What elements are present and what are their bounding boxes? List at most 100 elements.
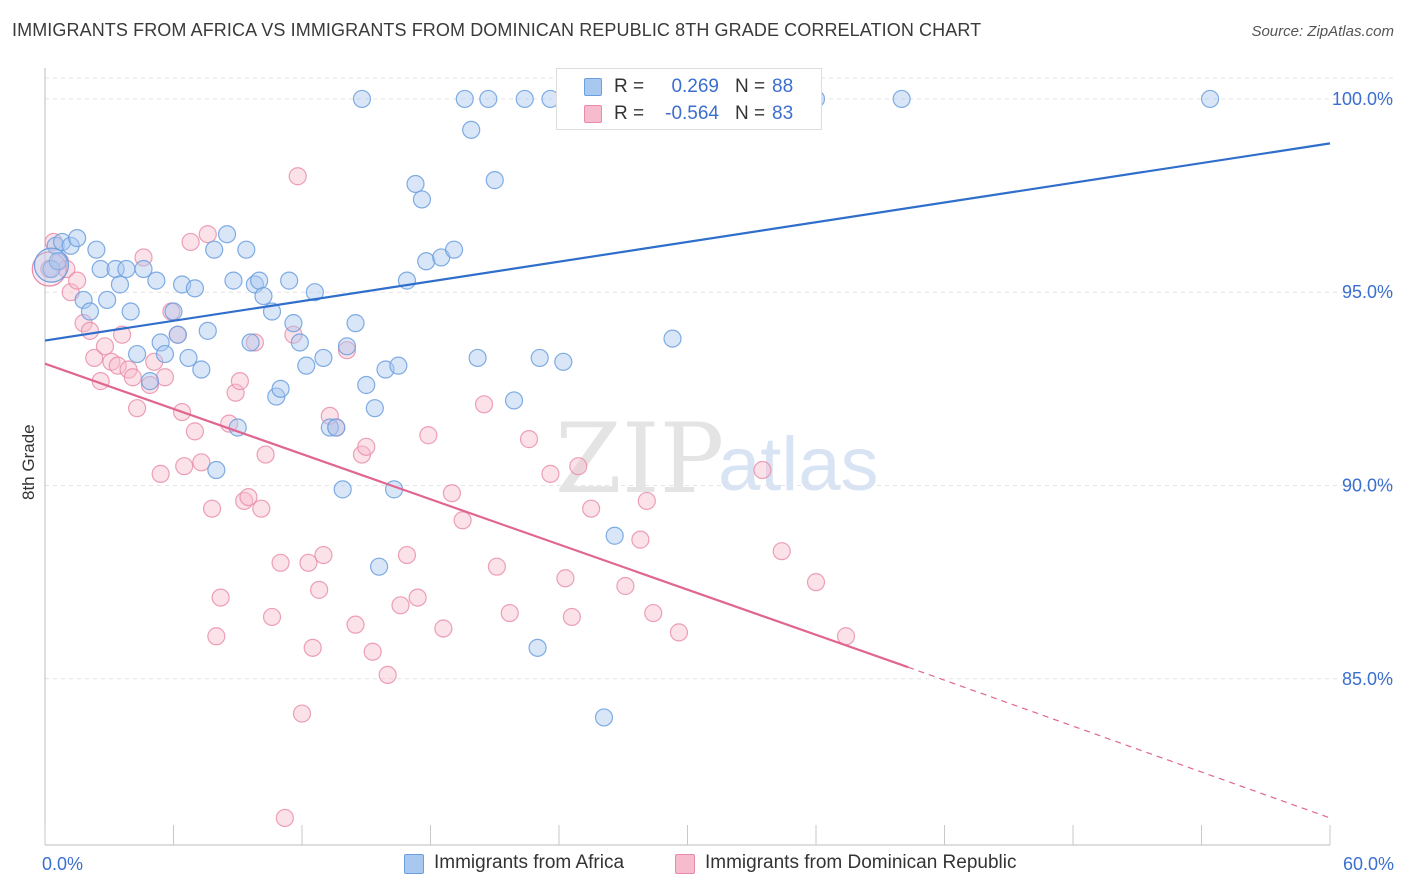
data-point-dr [198,225,217,244]
data-point-africa [280,271,299,290]
data-point-africa [530,348,549,368]
data-point-africa [53,232,72,252]
data-point-dr [151,464,170,483]
watermark-atlas: atlas [718,422,879,507]
data-point-dr [442,484,462,503]
data-point-dr [397,545,417,565]
data-point-africa [406,174,425,194]
legend-swatch-africa [404,854,424,874]
data-point-africa [117,259,136,279]
data-point-africa [121,302,140,321]
data-point-africa [198,321,217,340]
data-point-africa [205,240,224,259]
data-point-africa [320,418,339,437]
data-point-africa [217,225,237,244]
data-point-dr [357,437,376,456]
data-point-dr [239,487,258,507]
data-point-africa [134,259,153,279]
data-point-africa [192,360,211,379]
data-point-africa [305,283,324,302]
data-point-africa [528,638,547,657]
data-point-africa [1200,89,1220,109]
data-point-africa [365,399,384,418]
data-point-dr [453,511,472,530]
data-point-dr [262,607,282,627]
data-point-dr [155,368,175,387]
data-point-dr [562,607,581,627]
data-point-africa [254,286,273,306]
data-point-dr [569,457,588,476]
legend-stats: R = 0.269 N = 88 R = -0.564 N = 83 [556,68,822,130]
legend-n-value: 88 [772,76,794,97]
legend: Immigrants from Africa Immigrants from D… [0,852,1406,876]
data-point-africa [87,240,106,259]
data-point-africa [74,290,93,310]
data-point-dr [175,457,194,476]
data-point-africa [479,89,498,109]
legend-r-value: -0.564 [665,103,719,124]
legend-r-label: R = [614,76,645,97]
data-point-dr [391,596,410,615]
data-point-africa [241,333,260,352]
data-point-africa [155,344,175,364]
data-point-dr [252,499,271,518]
data-point-dr [669,623,689,642]
data-point-africa [168,325,187,344]
data-point-dr [271,553,290,572]
data-point-africa [455,89,474,109]
data-point-africa [333,480,352,499]
data-point-africa [346,314,365,333]
data-point-africa [80,302,100,321]
legend-n-label: N = [735,76,766,97]
data-point-africa [140,372,160,391]
data-point-dr [207,627,226,646]
data-point-dr [346,615,365,634]
data-point-dr [616,576,635,596]
data-point-dr [230,372,249,391]
data-point-africa [485,171,504,190]
data-point-africa [207,460,226,480]
data-point-dr [310,580,329,599]
data-point-dr [80,321,100,340]
data-point-dr [292,704,312,723]
data-point-dr [419,426,438,445]
trend-line-dr-extension [907,666,1331,819]
legend-r-label: R = [614,103,645,124]
data-point-dr [299,553,318,572]
data-point-dr [408,588,427,607]
watermark: ZIP atlas [555,403,879,515]
data-point-africa [462,120,481,139]
data-point-dr [806,573,826,592]
data-point-africa [412,190,432,209]
data-point-dr [582,499,601,518]
data-point-dr [85,348,104,368]
x-tick-label: 0.0% [42,854,83,874]
data-point-africa [468,348,487,368]
data-point-africa [98,290,117,310]
legend-label-dr: Immigrants from Dominican Republic [705,852,1017,873]
data-point-dr [68,271,87,290]
data-point-africa [179,348,198,368]
data-point-africa [147,271,166,290]
data-point-africa [33,247,70,283]
data-point-africa [554,352,573,371]
y-tick-label: 95.0% [1342,282,1393,302]
data-point-dr [303,638,322,657]
legend-swatch-africa [584,78,602,96]
data-point-africa [314,348,333,368]
data-point-dr [123,368,142,387]
legend-n-label: N = [735,103,766,124]
data-point-africa [110,275,130,294]
data-point-dr [112,325,132,344]
data-point-dr [256,445,275,464]
data-point-africa [389,356,408,375]
data-point-dr [363,642,382,661]
data-point-africa [250,271,269,290]
data-point-dr [753,460,772,480]
data-point-dr [337,341,357,360]
series-dominican-republic [31,167,856,828]
data-point-dr [275,808,294,828]
data-point-africa [297,356,316,375]
data-point-dr [185,422,205,441]
